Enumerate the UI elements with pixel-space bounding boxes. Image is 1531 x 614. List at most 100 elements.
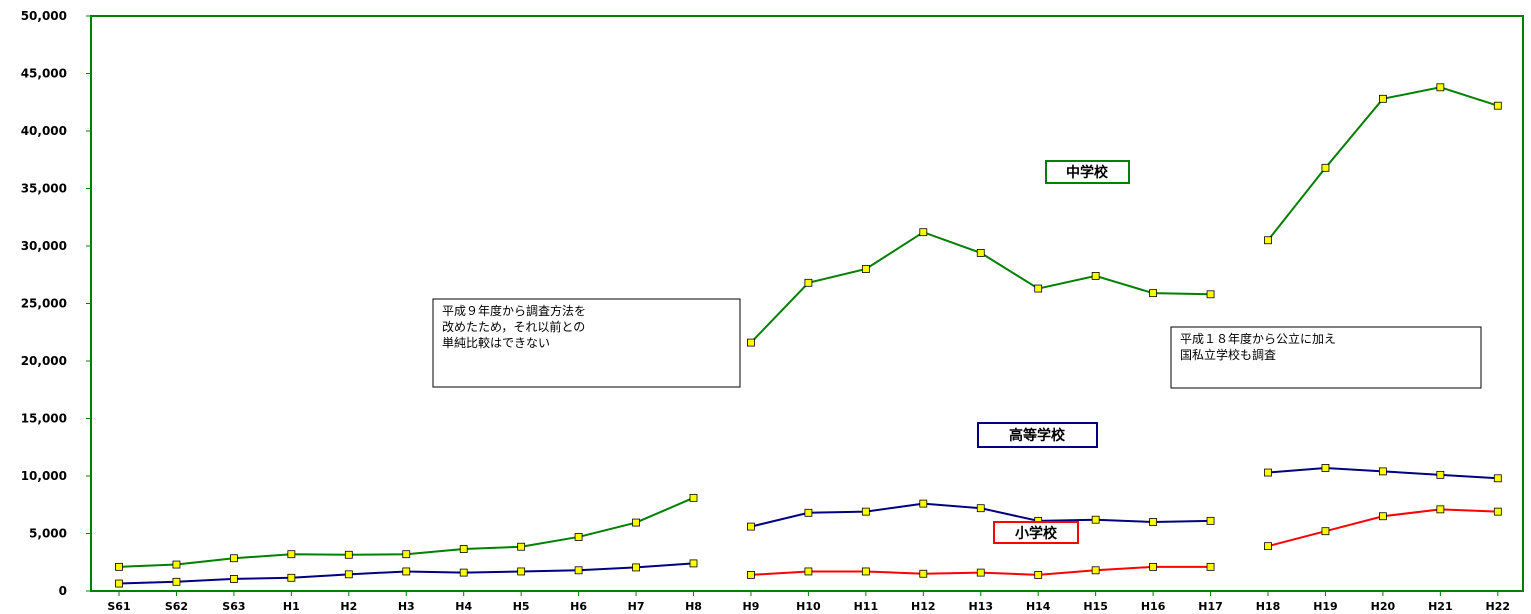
y-tick-label: 5,000 [29, 527, 67, 541]
data-point-2-13 [861, 567, 870, 576]
data-point-0-5 [402, 550, 411, 559]
y-tick-label: 30,000 [21, 239, 67, 253]
x-tick-label: H14 [1026, 600, 1051, 613]
x-tick-label: H17 [1198, 600, 1223, 613]
data-point-0-18 [1149, 289, 1157, 298]
series-label-junior-high: 中学校 [1066, 164, 1109, 181]
annotation-box-scope-change [1170, 326, 1482, 389]
annotation-method-change-line-2: 改めたため，それ以前との [442, 319, 585, 334]
data-point-0-0 [115, 562, 123, 571]
data-point-0-23 [1436, 83, 1445, 92]
series-line-0 [750, 231, 1211, 344]
data-point-0-8 [574, 533, 583, 541]
data-point-0-10 [689, 493, 698, 502]
data-point-1-13 [861, 507, 870, 516]
data-point-2-21 [1321, 527, 1330, 536]
data-point-1-10 [689, 559, 698, 568]
data-point-2-12 [804, 567, 813, 576]
data-point-1-23 [1436, 470, 1445, 479]
data-point-2-15 [976, 568, 985, 577]
data-point-1-17 [1091, 515, 1100, 524]
x-tick-label: H5 [513, 600, 530, 613]
data-point-0-16 [1034, 284, 1043, 293]
data-point-0-24 [1493, 101, 1502, 110]
data-point-1-15 [976, 504, 985, 513]
x-tick-label: S61 [107, 600, 130, 613]
x-tick-label: H11 [854, 600, 879, 613]
data-point-0-20 [1264, 236, 1272, 245]
series-label-box-high-school [977, 422, 1098, 448]
x-tick-label: H1 [283, 600, 300, 613]
data-point-1-21 [1321, 464, 1330, 472]
y-tick-label: 40,000 [21, 124, 67, 138]
annotation-method-change-line-1: 平成９年度から調査方法を [442, 303, 586, 318]
data-point-2-14 [919, 569, 928, 578]
x-tick-label: S63 [222, 600, 245, 613]
data-point-1-9 [632, 563, 640, 572]
data-point-0-12 [804, 278, 813, 287]
data-point-0-6 [459, 545, 468, 553]
x-tick-label: H13 [968, 600, 993, 613]
data-point-0-22 [1379, 94, 1387, 103]
data-point-0-2 [229, 554, 238, 563]
x-tick-label: H16 [1141, 600, 1166, 613]
data-point-1-7 [517, 567, 526, 576]
x-tick-label: H8 [685, 600, 702, 613]
x-tick-label: H18 [1256, 600, 1281, 613]
data-point-1-4 [344, 570, 353, 579]
data-point-1-5 [402, 567, 411, 576]
data-point-2-16 [1034, 571, 1043, 579]
x-tick-label: H3 [398, 600, 415, 613]
x-tick-label: H6 [570, 600, 587, 613]
data-point-1-8 [574, 566, 583, 575]
data-point-1-6 [459, 568, 468, 577]
data-point-1-24 [1493, 474, 1502, 483]
data-point-0-1 [172, 560, 181, 569]
x-tick-label: S62 [165, 600, 188, 613]
data-point-0-15 [976, 248, 985, 257]
annotation-scope-change-line-2: 国私立学校も調査 [1180, 347, 1276, 362]
data-point-0-19 [1206, 290, 1215, 299]
data-point-1-11 [747, 522, 755, 531]
data-point-0-13 [861, 265, 870, 273]
data-point-2-11 [747, 571, 755, 579]
data-point-2-22 [1379, 512, 1387, 521]
y-tick-label: 10,000 [21, 469, 67, 483]
data-point-0-17 [1091, 271, 1100, 280]
data-point-1-20 [1264, 468, 1272, 477]
data-point-0-3 [287, 550, 296, 559]
data-point-2-18 [1149, 562, 1157, 571]
data-point-2-24 [1493, 507, 1502, 516]
x-tick-label: H7 [628, 600, 645, 613]
x-tick-label: H10 [796, 600, 821, 613]
series-line-0 [1267, 86, 1499, 241]
y-tick-label: 20,000 [21, 354, 67, 368]
data-point-2-20 [1264, 542, 1272, 551]
data-point-1-2 [229, 575, 238, 583]
plot-area [90, 15, 1524, 592]
data-point-0-21 [1321, 163, 1330, 172]
data-point-1-14 [919, 499, 928, 508]
data-point-1-18 [1149, 518, 1157, 526]
x-tick-label: H2 [340, 600, 357, 613]
series-label-high-school: 高等学校 [1009, 427, 1066, 444]
x-tick-label: H19 [1313, 600, 1338, 613]
series-label-box-junior-high [1045, 160, 1130, 184]
y-tick-label: 0 [59, 584, 67, 598]
data-point-1-12 [804, 508, 813, 517]
y-tick-label: 25,000 [21, 297, 67, 311]
x-tick-label: H12 [911, 600, 936, 613]
data-point-0-7 [517, 542, 526, 551]
data-point-1-0 [115, 579, 123, 588]
data-point-0-11 [747, 338, 755, 347]
x-tick-label: H9 [743, 600, 760, 613]
y-tick-label: 15,000 [21, 412, 67, 426]
x-tick-label: H4 [455, 600, 472, 613]
data-point-2-23 [1436, 505, 1445, 514]
annotation-box-method-change [432, 298, 741, 388]
y-tick-label: 45,000 [21, 67, 67, 81]
y-tick-label: 50,000 [21, 9, 67, 23]
series-label-elementary: 小学校 [1015, 525, 1058, 542]
data-point-1-19 [1206, 516, 1215, 525]
